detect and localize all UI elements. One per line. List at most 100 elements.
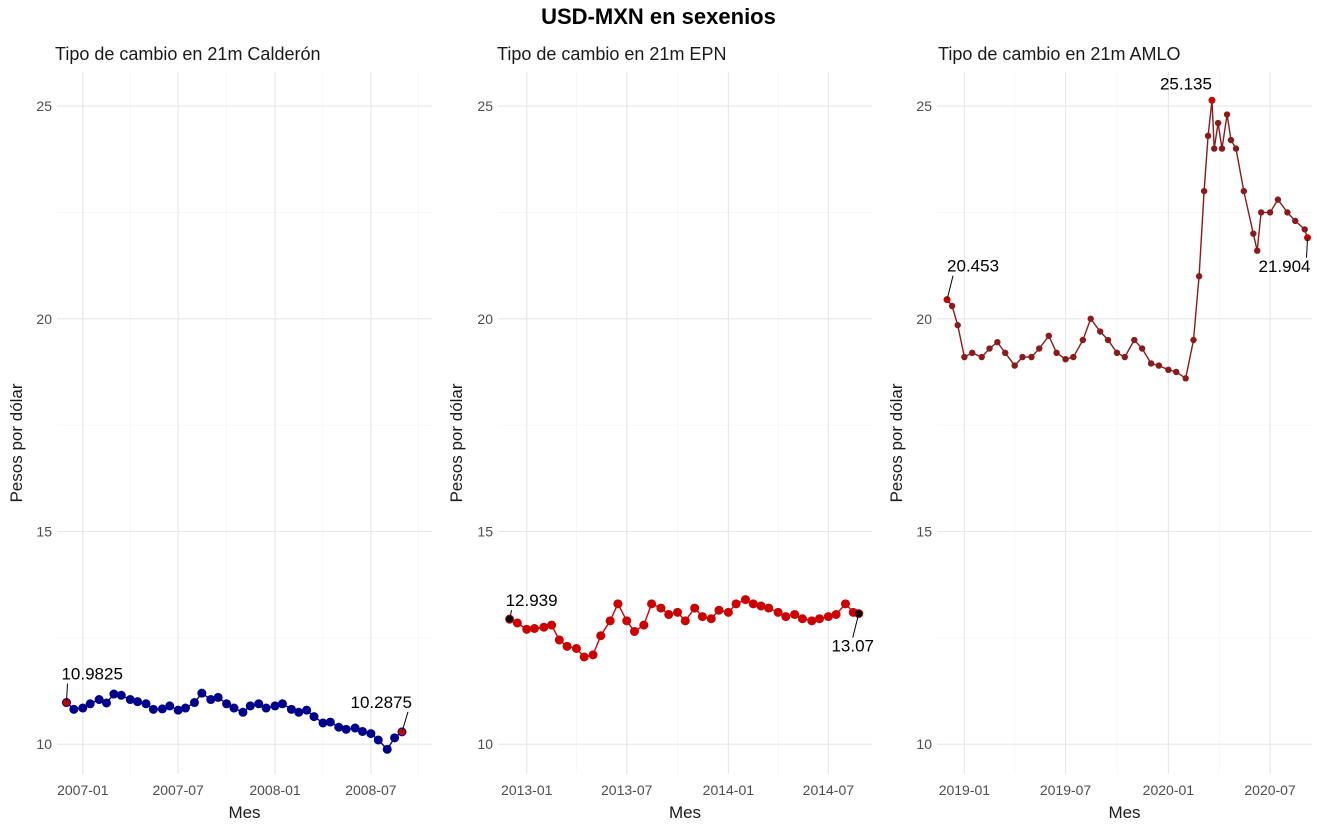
data-point: [1001, 349, 1009, 356]
annotation-leader: [509, 610, 513, 620]
data-point: [1172, 368, 1180, 376]
data-point: [1274, 196, 1282, 203]
x-axis-label: Mes: [669, 803, 701, 822]
data-point: [213, 692, 223, 702]
x-tick-label: 2020-07: [1244, 782, 1296, 798]
data-point: [978, 353, 985, 361]
data-point: [1053, 349, 1060, 356]
data-point: [1104, 336, 1112, 344]
data-point: [547, 620, 557, 630]
data-point: [1096, 328, 1104, 335]
data-point: [1045, 332, 1052, 339]
data-point: [133, 697, 143, 707]
main-title: USD-MXN en sexenios: [541, 4, 776, 29]
data-point: [125, 695, 135, 705]
data-point: [1019, 353, 1026, 361]
x-tick-label: 2013-07: [601, 782, 653, 798]
data-point: [823, 612, 833, 622]
y-tick-label: 15: [477, 523, 493, 539]
data-point: [390, 733, 400, 743]
y-axis-label: Pesos por dólar: [447, 383, 466, 502]
y-tick-label: 20: [36, 311, 52, 327]
data-point: [1257, 209, 1265, 216]
data-point: [318, 718, 328, 728]
data-point: [697, 612, 707, 622]
data-point: [731, 599, 741, 609]
x-tick-label: 2007-01: [57, 782, 109, 798]
data-point: [629, 626, 639, 636]
data-point: [554, 635, 564, 645]
data-point: [261, 703, 271, 713]
annotation-label: 25.135: [1160, 74, 1212, 93]
data-point: [1227, 136, 1235, 144]
data-point: [1036, 345, 1043, 352]
data-point: [756, 601, 766, 611]
data-point: [1028, 353, 1035, 361]
y-tick-label: 15: [916, 523, 932, 539]
data-point: [807, 616, 817, 626]
data-point: [78, 703, 88, 713]
data-point: [605, 616, 615, 626]
data-point: [341, 724, 351, 734]
data-point: [309, 712, 319, 722]
y-tick-label: 25: [477, 98, 493, 114]
data-point: [562, 641, 572, 651]
data-point: [373, 735, 383, 745]
annotation-label: 21.904: [1259, 257, 1311, 276]
data-point: [840, 599, 850, 609]
y-tick-label: 25: [36, 98, 52, 114]
x-tick-label: 2019-01: [939, 782, 991, 798]
x-tick-label: 2007-07: [152, 782, 204, 798]
data-point: [366, 729, 376, 739]
data-point: [254, 699, 264, 709]
data-point: [189, 698, 199, 708]
x-tick-label: 2013-01: [501, 782, 553, 798]
data-point: [1204, 132, 1212, 140]
series-line: [509, 598, 859, 658]
data-point: [238, 707, 248, 717]
data-point: [639, 620, 649, 630]
data-point: [1301, 226, 1308, 233]
data-point: [522, 624, 532, 634]
data-point: [245, 701, 255, 711]
annotation-label: 12.939: [506, 591, 558, 610]
data-point: [294, 707, 304, 717]
data-point: [1218, 145, 1226, 152]
data-point: [1138, 345, 1146, 352]
annotation-leader: [852, 613, 860, 638]
x-tick-label: 2014-01: [703, 782, 755, 798]
peak-marker: [1208, 96, 1216, 104]
x-axis-label: Mes: [228, 803, 260, 822]
annotation-leader: [401, 711, 409, 733]
data-point: [165, 701, 175, 711]
data-point: [181, 703, 191, 713]
y-tick-label: 10: [36, 736, 52, 752]
data-point: [302, 705, 312, 715]
data-point: [764, 603, 774, 613]
data-point: [512, 618, 522, 628]
data-point: [1087, 315, 1094, 322]
data-point: [994, 338, 1001, 346]
x-tick-label: 2020-01: [1143, 782, 1195, 798]
data-point: [740, 595, 750, 605]
data-point: [969, 349, 976, 356]
data-point: [1254, 247, 1261, 254]
data-point: [790, 609, 800, 619]
data-point: [1121, 353, 1128, 361]
data-point: [286, 704, 296, 714]
x-axis-label: Mes: [1108, 803, 1140, 822]
y-tick-label: 10: [477, 736, 493, 752]
x-tick-label: 2008-07: [345, 782, 397, 798]
data-point: [797, 614, 807, 624]
y-tick-label: 25: [916, 98, 932, 114]
data-point: [539, 622, 549, 632]
data-point: [1266, 209, 1274, 216]
y-axis-label: Pesos por dólar: [7, 383, 26, 502]
data-point: [1147, 360, 1155, 367]
data-point: [1011, 362, 1018, 369]
data-point: [1214, 119, 1222, 127]
data-point: [579, 652, 589, 662]
chart-svg-calderon: 10 15 20 25 2007-01 2007-07 2008-01 2008-07 Tipo…: [7, 44, 432, 822]
data-point: [773, 607, 783, 617]
data-point: [571, 643, 581, 653]
